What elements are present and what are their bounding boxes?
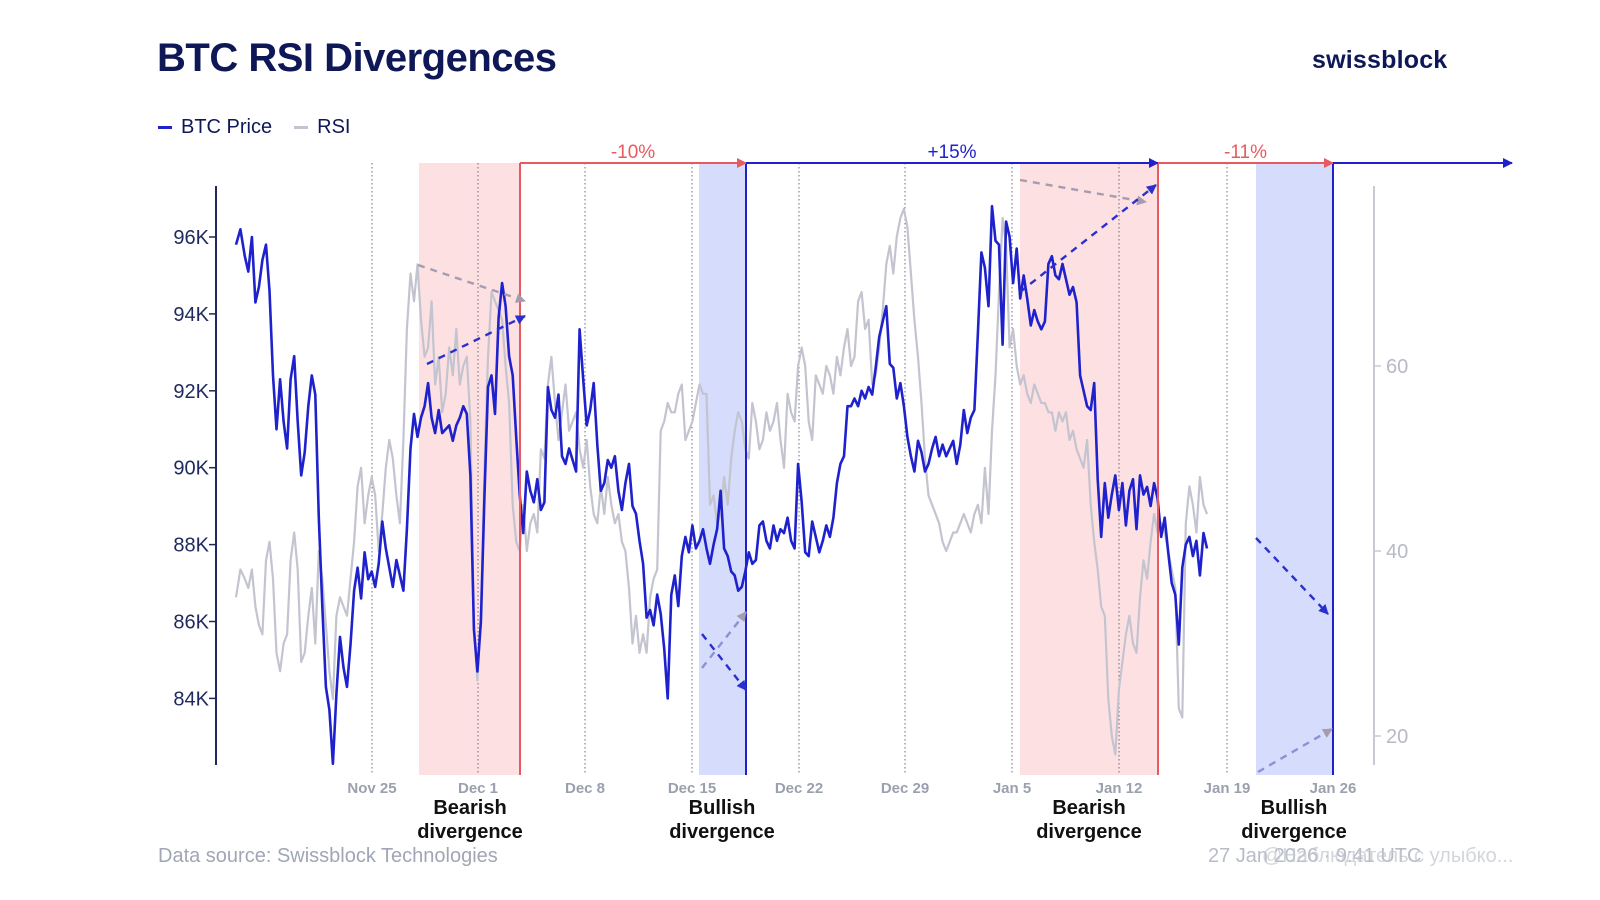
divergence-arrow-7 <box>1255 537 1329 615</box>
divergence-arrow-6 <box>1019 184 1157 293</box>
x-tick-label-8: Jan 12 <box>1096 780 1143 797</box>
left-tick-label-5: 92K <box>173 381 209 403</box>
x-tick-label-6: Dec 29 <box>881 780 929 797</box>
legend-swatch-price <box>158 126 172 129</box>
left-tick-label-7: 96K <box>173 227 209 249</box>
divergence-band-2 <box>699 163 746 775</box>
divergence-arrow-5 <box>1019 178 1147 206</box>
left-tick-label-3: 88K <box>173 535 209 557</box>
divergence-label-4-line2: divergence <box>1241 821 1347 843</box>
left-tick-label-1: 84K <box>173 688 209 710</box>
move-label-3: -11% <box>1224 142 1267 163</box>
timestamp: 27 Jan 2026 · 9:41 UTC <box>1208 845 1422 867</box>
left-tick-label-2: 86K <box>173 612 209 634</box>
move-label-1: -10% <box>611 142 655 163</box>
legend-item-price: BTC Price <box>158 116 272 139</box>
divergence-label-2-line1: Bullish <box>689 797 756 819</box>
left-tick-label-4: 90K <box>173 458 209 480</box>
rsi-line <box>234 207 1209 756</box>
legend-item-rsi: RSI <box>294 116 350 139</box>
x-tick-label-10: Jan 26 <box>1310 780 1357 797</box>
divergence-label-1-line1: Bearish <box>433 797 506 819</box>
divergence-label-4-line1: Bullish <box>1261 797 1328 819</box>
btc-price-line <box>234 204 1209 766</box>
brand-logo: swissblock <box>1312 46 1448 74</box>
left-tick-label-6: 94K <box>173 304 209 326</box>
watermark-text: @Наблюдатель с улыбко... <box>1262 845 1514 867</box>
x-tick-label-3: Dec 8 <box>565 780 605 797</box>
right-tick-label-1: 20 <box>1386 726 1408 748</box>
right-tick-label-3: 60 <box>1386 356 1408 378</box>
divergence-arrow-1 <box>417 263 526 303</box>
data-source-note: Data source: Swissblock Technologies <box>158 845 498 867</box>
divergence-label-3-line2: divergence <box>1036 821 1142 843</box>
chart-title: BTC RSI Divergences <box>157 36 557 80</box>
legend-label-rsi: RSI <box>317 116 351 138</box>
divergence-label-2-line2: divergence <box>669 821 775 843</box>
divergence-band-4 <box>1256 163 1333 775</box>
right-tick-label-2: 40 <box>1386 541 1408 563</box>
legend-label-price: BTC Price <box>181 116 273 138</box>
x-tick-label-4: Dec 15 <box>668 780 716 797</box>
x-tick-label-2: Dec 1 <box>458 780 498 797</box>
divergence-label-3-line1: Bearish <box>1052 797 1125 819</box>
chart-legend: BTC Price RSI <box>158 116 350 139</box>
legend-swatch-rsi <box>294 126 309 129</box>
divergence-label-1-line2: divergence <box>417 821 523 843</box>
x-tick-label-5: Dec 22 <box>775 780 823 797</box>
divergence-arrow-8 <box>1257 727 1333 774</box>
x-tick-label-7: Jan 5 <box>993 780 1031 797</box>
x-tick-label-1: Nov 25 <box>347 780 396 797</box>
move-label-2: +15% <box>927 142 976 163</box>
x-tick-label-9: Jan 19 <box>1204 780 1251 797</box>
divergence-arrow-2 <box>426 314 526 366</box>
